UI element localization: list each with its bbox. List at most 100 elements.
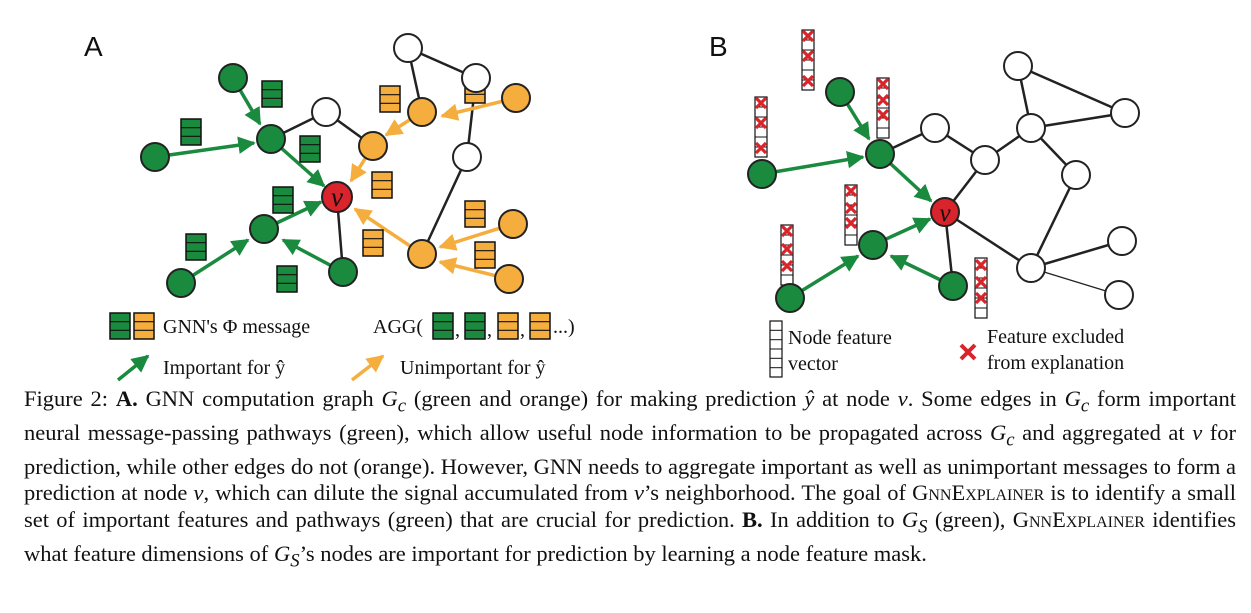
legend-agg-boxes: , , , — [432, 312, 551, 341]
caption-math: G — [273, 540, 291, 566]
caption-text: GNN computation graph — [145, 386, 374, 411]
node-orange — [498, 209, 528, 239]
message-box-green — [261, 80, 283, 108]
svg-text:,: , — [455, 319, 460, 341]
node-green — [858, 230, 888, 260]
caption-math-sub: c — [1080, 395, 1090, 417]
legend-agg-prefix: AGG( — [373, 316, 423, 338]
panel-a-green-messages — [180, 80, 321, 293]
caption-math: G — [990, 419, 1007, 445]
message-box-green — [180, 118, 202, 146]
message-box-orange — [371, 171, 393, 199]
node-white — [311, 97, 341, 127]
node-green — [249, 214, 279, 244]
panel-b-nodes — [747, 51, 1140, 313]
node-green — [328, 257, 358, 287]
node-white — [970, 145, 1000, 175]
caption-text: is to identify a small set of important … — [24, 480, 1237, 532]
caption-text: In addition to — [770, 506, 895, 532]
legend-message-icon — [109, 312, 155, 340]
node-white — [1003, 51, 1033, 81]
figure-diagram: A — [84, 29, 1140, 382]
node-green — [865, 139, 895, 169]
node-v-label: v — [939, 200, 951, 227]
panel-b: B — [709, 29, 1140, 378]
caption-text: . Some edges in — [907, 386, 1057, 411]
legend-feature-vector-line2: vector — [788, 353, 838, 375]
node-white — [920, 113, 950, 143]
caption-math: G — [1064, 386, 1081, 411]
caption-text: for prediction, while other edges do not… — [24, 419, 1237, 506]
caption-text: (green), — [934, 506, 1006, 532]
feature-vector-masked — [876, 77, 890, 139]
feature-vector-masked — [780, 224, 794, 286]
caption-math: v — [897, 386, 908, 411]
feature-vector-masked — [844, 184, 858, 246]
node-white — [1061, 160, 1091, 190]
message-box-orange — [379, 85, 401, 113]
caption-text: and aggregated at — [1022, 419, 1185, 445]
caption-text: ’s neighborhood. The goal of — [643, 480, 907, 506]
panel-a-label: A — [84, 31, 103, 62]
panel-b-thin-edge — [1030, 267, 1120, 296]
caption-math: G — [901, 506, 919, 532]
node-target-v — [930, 197, 960, 227]
message-box-orange — [474, 241, 496, 269]
caption-math: G — [381, 386, 398, 411]
node-orange — [407, 239, 437, 269]
feature-vector-masked — [754, 96, 768, 158]
feature-vector-masked — [801, 29, 815, 91]
panel-a: A — [84, 31, 575, 382]
node-green — [825, 77, 855, 107]
caption-a-label: A. — [115, 386, 138, 411]
node-orange — [358, 131, 388, 161]
legend-excluded-line1: Feature excluded — [987, 326, 1124, 348]
node-orange — [501, 83, 531, 113]
legend-agg-suffix: ...) — [553, 316, 575, 338]
node-white — [1107, 226, 1137, 256]
node-orange — [494, 264, 524, 294]
caption-method-name: GnnExplainer — [912, 480, 1045, 506]
caption-math-sub: S — [918, 516, 928, 538]
legend-unimportant-label: Unimportant for ŷ — [400, 357, 546, 379]
message-box-green — [272, 186, 294, 214]
legend-important-arrow — [116, 354, 150, 382]
caption-text: form important neural message-passing pa… — [24, 386, 1237, 445]
caption-method-name: GnnExplainer — [1012, 506, 1145, 532]
caption-b-label: B. — [742, 506, 763, 532]
legend-excluded-line2: from explanation — [987, 352, 1124, 374]
node-white — [461, 63, 491, 93]
node-target-v — [321, 181, 353, 213]
node-white — [1016, 253, 1046, 283]
node-green — [166, 268, 196, 298]
caption-math: ŷ — [804, 386, 815, 411]
node-white — [1104, 280, 1134, 310]
caption-math-sub: c — [1006, 429, 1015, 451]
message-box-orange — [362, 229, 384, 257]
legend-feature-vector-line1: Node feature — [788, 327, 892, 349]
node-green — [775, 283, 805, 313]
legend-important-label: Important for ŷ — [163, 357, 285, 379]
caption-math-sub: c — [397, 395, 407, 417]
caption-text: identifies what feature dimensions of — [24, 506, 1237, 566]
legend-unimportant-arrow — [350, 354, 385, 382]
node-green — [938, 271, 968, 301]
caption-fig-label: Figure 2: — [24, 386, 109, 411]
message-box-green — [185, 233, 207, 261]
node-orange — [407, 97, 437, 127]
caption-math: v — [193, 480, 204, 506]
caption-text: , which can dilute the signal accumulate… — [203, 480, 628, 506]
caption-math: v — [633, 480, 644, 506]
caption-text: ’s nodes are important for prediction by… — [299, 540, 927, 566]
panel-b-feature-masks — [754, 29, 988, 319]
svg-text:,: , — [487, 319, 492, 341]
legend-message-label: GNN's Φ message — [163, 316, 310, 338]
legend-excluded-x-icon — [959, 343, 977, 361]
caption-math: v — [1192, 419, 1203, 445]
svg-text:,: , — [520, 319, 525, 341]
message-box-orange — [464, 200, 486, 228]
message-box-green — [299, 135, 321, 163]
feature-vector-masked — [974, 257, 988, 319]
node-white — [393, 33, 423, 63]
node-green — [140, 142, 170, 172]
